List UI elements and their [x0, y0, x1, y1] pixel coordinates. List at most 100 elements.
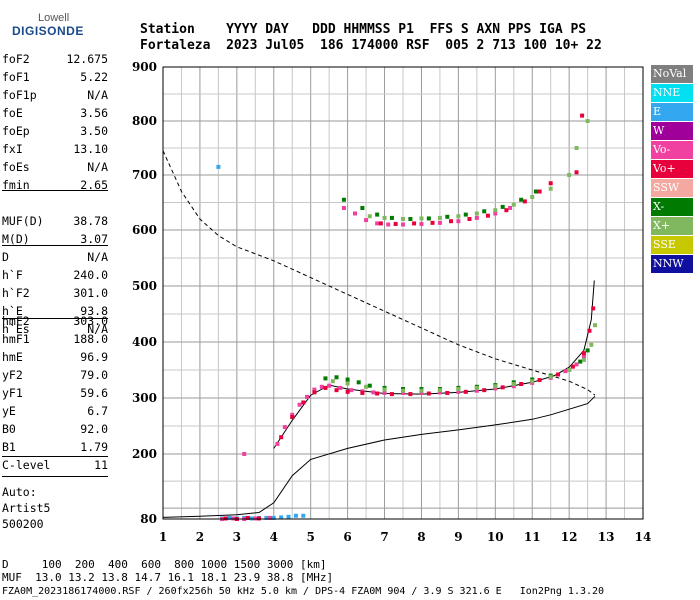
param-name: fmin	[2, 178, 30, 192]
point-vo	[493, 211, 498, 216]
point-x	[511, 202, 516, 207]
param-value: 6.7	[87, 404, 108, 418]
param-name: yF1	[2, 386, 23, 400]
param-row-d: D N/A	[2, 250, 108, 268]
legend-item-x: X-	[651, 198, 693, 216]
point-vo	[504, 208, 509, 213]
point-vo	[591, 306, 596, 311]
point-x	[419, 216, 424, 221]
point-vo	[386, 222, 391, 227]
point-vo	[290, 412, 295, 417]
point-vo	[360, 390, 365, 395]
legend-item-nne: NNE	[651, 84, 693, 102]
param-value: N/A	[87, 160, 108, 174]
param-value: 3.56	[80, 106, 108, 120]
param-row-hf: h`F 240.0	[2, 268, 108, 286]
param-row-fmin: fmin 2.65	[2, 178, 108, 196]
legend-item-e: E	[651, 103, 693, 121]
param-value: 59.6	[80, 386, 108, 400]
point-vo	[581, 354, 586, 358]
point-x	[330, 379, 335, 384]
param-name: yE	[2, 404, 16, 418]
point-x	[500, 204, 505, 209]
point-e	[249, 516, 254, 521]
param-row-foes: foEs N/A	[2, 160, 108, 178]
param-name: foEs	[2, 160, 30, 174]
point-vo	[327, 383, 332, 388]
point-x	[530, 195, 535, 199]
param-value: N/A	[87, 250, 108, 264]
param-name: foE	[2, 106, 23, 120]
param-value: 11	[94, 458, 108, 472]
point-x	[493, 208, 498, 213]
param-value: 79.0	[80, 368, 108, 382]
point-vo	[430, 220, 435, 225]
x-tick-label: 11	[524, 530, 541, 544]
point-vo	[408, 392, 413, 397]
point-x	[548, 374, 553, 379]
point-x	[593, 323, 597, 328]
point-x	[341, 197, 346, 202]
point-vo	[389, 392, 394, 397]
x-tick-label: 7	[380, 530, 388, 544]
param-name: C-level	[2, 458, 51, 472]
point-vo	[378, 221, 383, 226]
point-vo	[426, 391, 431, 396]
param-value: N/A	[87, 88, 108, 102]
point-x	[463, 212, 468, 217]
param-value: 96.9	[80, 350, 108, 364]
x-tick-label: 5	[307, 530, 315, 544]
point-x	[364, 384, 369, 389]
param-row-mufd: MUF(D) 38.78	[2, 214, 108, 232]
point-vo	[519, 382, 524, 386]
point-e	[279, 515, 284, 520]
legend-item-nnw: NNW	[651, 255, 693, 273]
point-vo	[570, 364, 575, 369]
point-vo	[493, 386, 498, 391]
param-row-hes: h`Es N/A	[2, 322, 108, 340]
point-x	[585, 348, 590, 353]
param-row-md: M(D) 3.07	[2, 232, 108, 250]
param-value: 188.0	[73, 332, 108, 346]
point-vo	[412, 221, 417, 226]
param-value: 3.50	[80, 124, 108, 138]
point-vo	[500, 385, 505, 390]
point-vo	[474, 215, 479, 220]
point-vo	[581, 351, 586, 356]
legend-item-noval: NoVal	[651, 65, 693, 83]
param-value: 5.22	[80, 70, 108, 84]
point-x	[474, 211, 479, 216]
point-x	[382, 215, 387, 220]
param-name: yF2	[2, 368, 23, 382]
param-row-hf2: h`F2 301.0	[2, 286, 108, 304]
legend-item-vo: Vo-	[651, 141, 693, 159]
ionogram-chart: 1 2 3 4 5 6 7 8 9 10 11 12 13 14802003004005006007008…	[132, 60, 651, 544]
point-e	[301, 513, 306, 518]
point-vo	[537, 189, 542, 194]
point-x	[456, 214, 461, 219]
legend-item-vo: Vo+	[651, 160, 693, 178]
x-tick-label: 2	[196, 530, 204, 544]
param-name: foF1	[2, 70, 30, 84]
param-name: h`F	[2, 268, 23, 282]
x-tick-label: 12	[561, 530, 578, 544]
point-vo	[375, 391, 380, 396]
param-value: 240.0	[73, 268, 108, 282]
x-tick-label: 6	[343, 530, 351, 544]
y-tick-label: 800	[132, 114, 157, 128]
point-x	[367, 214, 372, 219]
point-x	[345, 377, 350, 382]
param-value: 38.78	[73, 214, 108, 228]
param-row-fof2: foF2 12.675	[2, 52, 108, 70]
logo-line1: Lowell	[38, 12, 70, 24]
param-name: foF1p	[2, 88, 37, 102]
point-vo	[275, 441, 280, 446]
point-x	[456, 387, 461, 392]
point-vo	[323, 385, 328, 390]
point-e	[286, 514, 291, 519]
param-row-yf2: yF2 79.0	[2, 368, 108, 386]
legend-item-w: W	[651, 122, 693, 140]
distance-row: D 100 200 400 600 800 1000 1500 3000 [km…	[2, 558, 327, 571]
point-vo	[437, 390, 442, 395]
point-e	[227, 515, 232, 520]
